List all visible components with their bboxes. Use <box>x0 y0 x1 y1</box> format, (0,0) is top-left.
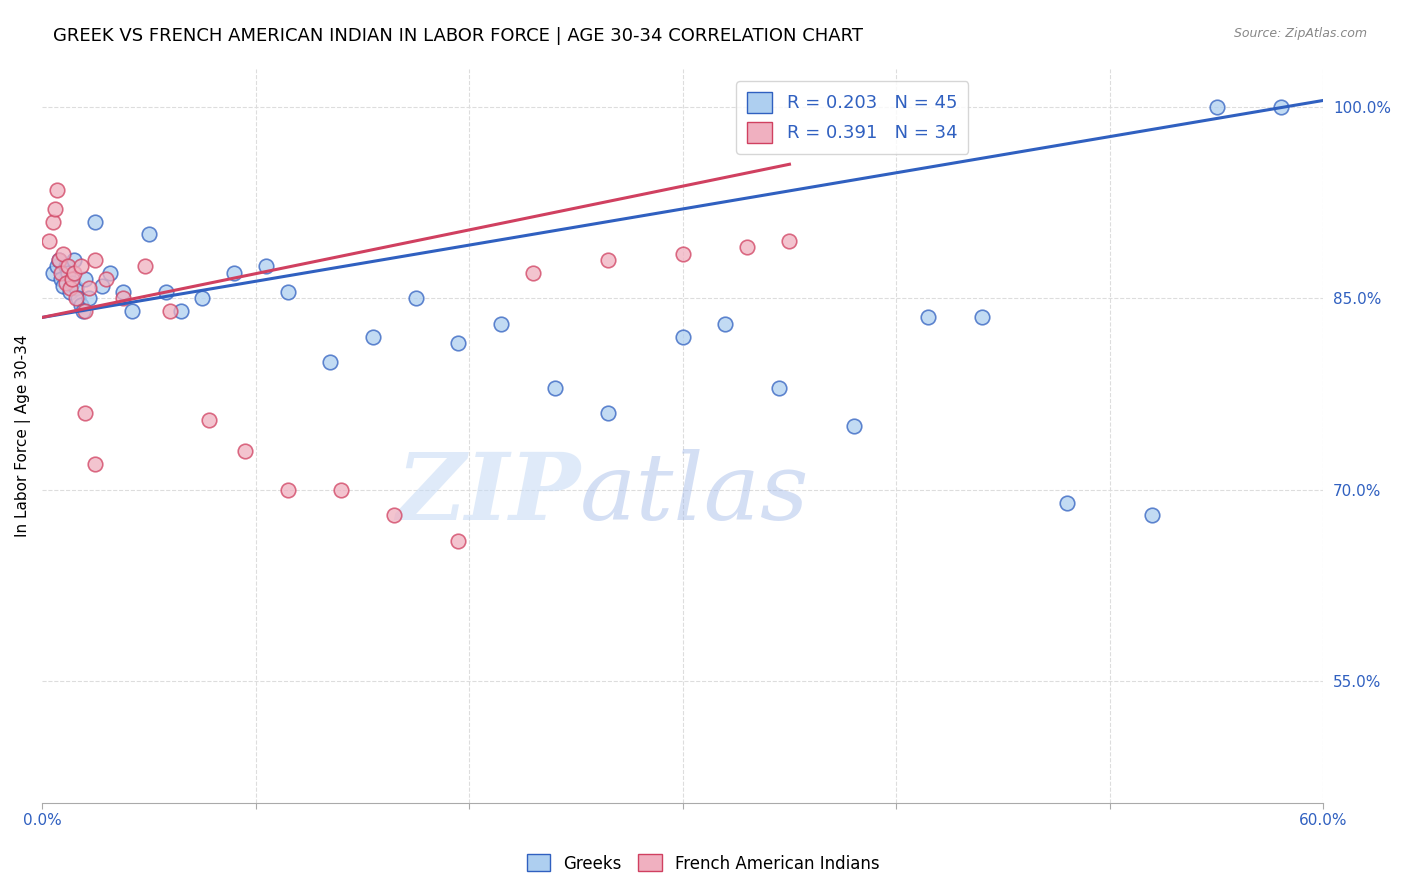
Point <box>330 483 353 497</box>
Point <box>63 266 86 280</box>
Point <box>48 252 70 267</box>
Point <box>277 285 299 299</box>
Point <box>60 272 83 286</box>
Point <box>596 406 619 420</box>
Point <box>52 246 75 260</box>
Point <box>384 508 406 523</box>
Y-axis label: In Labor Force | Age 30-34: In Labor Force | Age 30-34 <box>15 334 31 537</box>
Point <box>522 266 544 280</box>
Point <box>46 183 69 197</box>
Point <box>100 266 122 280</box>
Point <box>46 260 69 274</box>
Point <box>69 298 91 312</box>
Point <box>42 215 65 229</box>
Point <box>73 406 96 420</box>
Point <box>55 276 77 290</box>
Point <box>60 276 83 290</box>
Point <box>134 260 156 274</box>
Point <box>84 215 107 229</box>
Point <box>56 260 79 274</box>
Point <box>1270 100 1292 114</box>
Point <box>1205 100 1227 114</box>
Text: GREEK VS FRENCH AMERICAN INDIAN IN LABOR FORCE | AGE 30-34 CORRELATION CHART: GREEK VS FRENCH AMERICAN INDIAN IN LABOR… <box>53 27 863 45</box>
Point <box>224 266 246 280</box>
Point <box>121 304 143 318</box>
Point <box>44 202 66 216</box>
Text: ZIP: ZIP <box>396 450 581 540</box>
Point <box>361 329 384 343</box>
Text: Source: ZipAtlas.com: Source: ZipAtlas.com <box>1233 27 1367 40</box>
Point <box>191 291 214 305</box>
Point <box>233 444 256 458</box>
Point <box>447 533 470 548</box>
Point <box>112 285 135 299</box>
Point <box>56 266 79 280</box>
Point <box>447 335 470 350</box>
Point <box>63 252 86 267</box>
Point <box>65 291 87 305</box>
Point <box>42 266 65 280</box>
Point <box>159 304 181 318</box>
Text: atlas: atlas <box>581 450 810 540</box>
Point <box>138 227 160 242</box>
Point <box>170 304 193 318</box>
Point <box>735 240 758 254</box>
Point <box>778 234 800 248</box>
Point <box>714 317 737 331</box>
Point <box>277 483 299 497</box>
Point <box>77 291 100 305</box>
Point <box>112 291 135 305</box>
Point <box>672 246 695 260</box>
Point <box>55 260 77 274</box>
Point <box>72 304 94 318</box>
Point <box>52 278 75 293</box>
Point <box>51 266 73 280</box>
Point <box>596 252 619 267</box>
Point <box>69 260 91 274</box>
Legend: Greeks, French American Indians: Greeks, French American Indians <box>520 847 886 880</box>
Point <box>96 272 118 286</box>
Point <box>67 291 90 305</box>
Point <box>48 252 70 267</box>
Point <box>84 252 107 267</box>
Point <box>51 272 73 286</box>
Point <box>59 281 82 295</box>
Point <box>254 260 277 274</box>
Point <box>197 412 219 426</box>
Point <box>84 457 107 471</box>
Point <box>970 310 993 325</box>
Point <box>1142 508 1164 523</box>
Legend: R = 0.203   N = 45, R = 0.391   N = 34: R = 0.203 N = 45, R = 0.391 N = 34 <box>737 81 969 153</box>
Point <box>842 419 865 434</box>
Point <box>768 381 790 395</box>
Point <box>38 234 60 248</box>
Point <box>59 285 82 299</box>
Point <box>672 329 695 343</box>
Point <box>155 285 177 299</box>
Point <box>1056 495 1078 509</box>
Point <box>319 355 342 369</box>
Point <box>73 304 96 318</box>
Point <box>405 291 427 305</box>
Point <box>543 381 565 395</box>
Point <box>90 278 112 293</box>
Point <box>77 281 100 295</box>
Point <box>73 272 96 286</box>
Point <box>65 281 87 295</box>
Point <box>489 317 512 331</box>
Point <box>917 310 939 325</box>
